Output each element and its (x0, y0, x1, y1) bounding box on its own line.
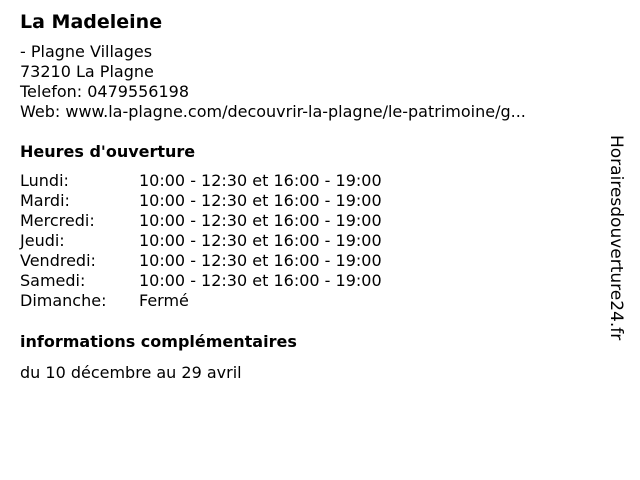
hours-row: Lundi: 10:00 - 12:30 et 16:00 - 19:00 (20, 171, 592, 191)
place-name: La Madeleine (20, 11, 163, 33)
address-line-1: - Plagne Villages (20, 42, 153, 61)
hours-row: Vendredi: 10:00 - 12:30 et 16:00 - 19:00 (20, 251, 592, 271)
info-heading: informations complémentaires (20, 332, 297, 351)
hours-row: Mardi: 10:00 - 12:30 et 16:00 - 19:00 (20, 191, 592, 211)
day-label: Dimanche: (20, 291, 107, 310)
address-line-2: 73210 La Plagne (20, 62, 154, 81)
day-hours: 10:00 - 12:30 et 16:00 - 19:00 (139, 231, 382, 250)
day-label: Mercredi: (20, 211, 95, 230)
watermark-column: Horairesdouverture24.fr (592, 0, 640, 480)
hours-row: Mercredi: 10:00 - 12:30 et 16:00 - 19:00 (20, 211, 592, 231)
day-hours: 10:00 - 12:30 et 16:00 - 19:00 (139, 271, 382, 290)
hours-heading: Heures d'ouverture (20, 142, 196, 161)
info-text: du 10 décembre au 29 avril (20, 363, 242, 382)
day-label: Mardi: (20, 191, 70, 210)
hours-row: Samedi: 10:00 - 12:30 et 16:00 - 19:00 (20, 271, 592, 291)
watermark: Horairesdouverture24.fr (606, 135, 626, 341)
day-label: Samedi: (20, 271, 86, 290)
day-label: Jeudi: (20, 231, 65, 250)
day-hours: 10:00 - 12:30 et 16:00 - 19:00 (139, 171, 382, 190)
hours-row: Jeudi: 10:00 - 12:30 et 16:00 - 19:00 (20, 231, 592, 251)
day-label: Lundi: (20, 171, 69, 190)
day-hours: 10:00 - 12:30 et 16:00 - 19:00 (139, 191, 382, 210)
day-hours: 10:00 - 12:30 et 16:00 - 19:00 (139, 251, 382, 270)
website-link[interactable]: Web: www.la-plagne.com/decouvrir-la-plag… (20, 102, 526, 121)
day-hours: 10:00 - 12:30 et 16:00 - 19:00 (139, 211, 382, 230)
phone: Telefon: 0479556198 (20, 82, 190, 101)
hours-table: Lundi: 10:00 - 12:30 et 16:00 - 19:00 Mar… (20, 171, 592, 311)
hours-row: Dimanche: Fermé (20, 291, 592, 311)
day-label: Vendredi: (20, 251, 96, 270)
day-hours: Fermé (139, 291, 189, 310)
listing-content: La Madeleine - Plagne Villages 73210 La … (20, 11, 592, 382)
